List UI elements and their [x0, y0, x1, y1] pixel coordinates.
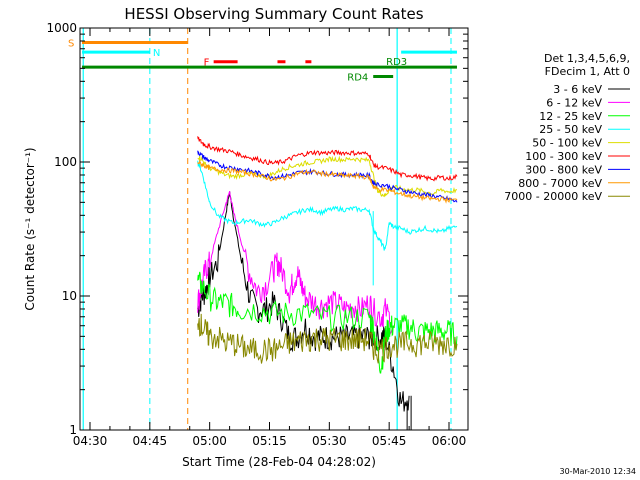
y-tick-label-0: 1 — [69, 423, 77, 437]
timestamp: 30-Mar-2010 12:34 — [560, 467, 637, 476]
series-line-7 — [197, 159, 458, 204]
x-tick-label-5: 05:45 — [372, 434, 407, 448]
series-line-3 — [197, 160, 458, 251]
legend-header-1: FDecim 1, Att 0 — [545, 65, 630, 78]
y-tick-label-1: 10 — [62, 289, 77, 303]
x-tick-label-6: 06:00 — [432, 434, 467, 448]
x-tick-label-2: 05:00 — [192, 434, 227, 448]
flag-rd4-label: RD4 — [347, 72, 368, 83]
y-tick-label-3: 1000 — [46, 21, 77, 35]
x-tick-label-0: 04:30 — [73, 434, 108, 448]
legend-label-3: 25 - 50 keV — [539, 123, 602, 136]
series-line-8 — [197, 313, 458, 364]
legend-label-5: 100 - 300 keV — [525, 150, 602, 163]
x-axis-label: Start Time (28-Feb-04 04:28:02) — [182, 455, 376, 469]
flag-s-label: S — [68, 38, 74, 49]
x-tick-label-3: 05:15 — [252, 434, 287, 448]
legend-label-1: 6 - 12 keV — [546, 96, 602, 109]
flag-rd3-label: RD3 — [386, 57, 407, 68]
series-line-0 — [197, 191, 410, 412]
plot-frame — [79, 27, 469, 431]
legend-header-0: Det 1,3,4,5,6,9, — [544, 52, 630, 65]
legend-label-8: 7000 - 20000 keV — [504, 190, 602, 203]
legend-label-0: 3 - 6 keV — [553, 83, 602, 96]
legend-label-6: 300 - 800 keV — [525, 163, 602, 176]
x-tick-label-1: 04:45 — [133, 434, 168, 448]
flag-f-label: F — [204, 58, 210, 69]
x-tick-label-4: 05:30 — [312, 434, 347, 448]
series-line-2 — [197, 271, 458, 374]
flag-n-label: N — [153, 48, 160, 59]
legend-label-4: 50 - 100 keV — [532, 137, 602, 150]
series-line-1 — [197, 191, 394, 336]
legend-label-7: 800 - 7000 keV — [518, 177, 602, 190]
legend-label-2: 12 - 25 keV — [539, 110, 602, 123]
y-tick-label-2: 100 — [54, 155, 77, 169]
series-line-5 — [197, 136, 458, 182]
series-line-4 — [197, 155, 458, 198]
y-axis-label: Count Rate (s⁻¹ detector⁻¹) — [23, 147, 37, 310]
chart-title: HESSI Observing Summary Count Rates — [124, 5, 423, 23]
